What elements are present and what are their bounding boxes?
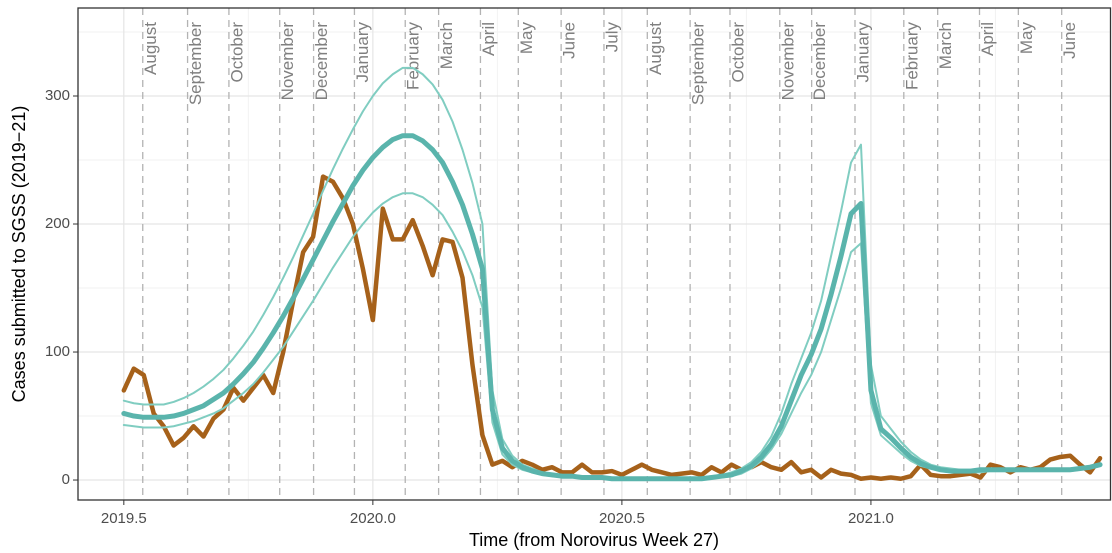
month-label: January [853,22,872,83]
month-label: April [978,22,997,56]
month-label: February [902,22,921,91]
month-label: October [728,22,747,83]
month-label: May [1017,22,1036,55]
y-tick-label: 100 [45,343,70,360]
x-tick-label: 2020.5 [599,510,645,527]
month-label: July [602,22,621,53]
month-label: June [1060,22,1079,59]
month-label: December [312,22,331,101]
series-line [121,174,1103,481]
x-tick-label: 2019.5 [101,510,147,527]
month-label: March [437,22,456,69]
month-label: September [689,22,708,105]
month-label: November [778,22,797,101]
month-label: November [278,22,297,101]
series-line [121,133,1103,482]
month-label: December [810,22,829,101]
month-label: October [227,22,246,83]
month-label: September [186,22,205,105]
month-label: June [560,22,579,59]
month-label: January [353,22,372,83]
x-axis-title: Time (from Norovirus Week 27) [469,530,719,550]
panel-border [77,7,1112,501]
month-label: April [479,22,498,56]
month-label: August [646,22,665,75]
x-tick-label: 2021.0 [848,510,894,527]
x-tick-label: 2020.0 [350,510,396,527]
y-tick-label: 200 [45,215,70,232]
month-label: May [517,22,536,55]
y-tick-label: 300 [45,87,70,104]
month-label: February [404,22,423,91]
month-label: March [936,22,955,69]
month-label: August [141,22,160,75]
y-axis-title: Cases submitted to SGSS (2019−21) [9,106,29,403]
y-tick-label: 0 [62,471,70,488]
